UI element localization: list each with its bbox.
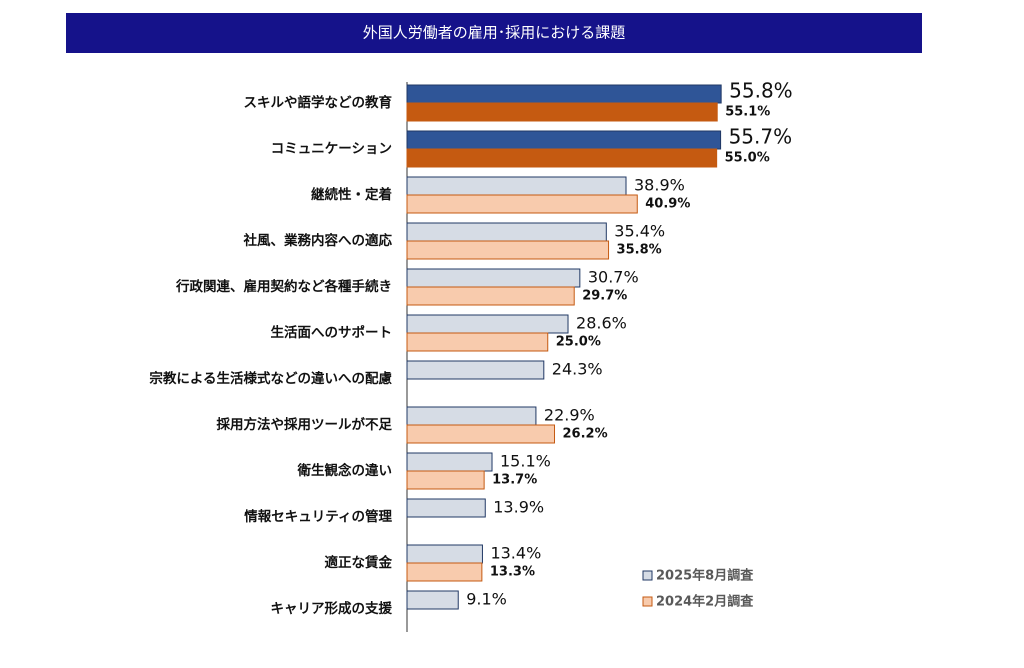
y-tick-label: 宗教による生活様式などの違いへの配慮 [149,370,392,387]
value-label: 15.1% [500,452,551,471]
y-tick-label: コミュニケーション [271,141,392,157]
bar [406,102,718,122]
value-label: 30.7% [588,268,639,287]
y-tick-label: 採用方法や採用ツールが不足 [217,416,393,433]
bar [406,314,569,334]
bar [406,424,556,444]
bar [406,286,575,306]
value-label: 55.8% [729,79,793,103]
bar [406,544,483,564]
legend-swatch [642,596,653,607]
value-label: 13.9% [493,498,544,517]
y-tick-label: 行政関連、雇用契約など各種手続き [175,278,392,295]
y-tick-label: 衛生観念の違い [297,462,393,479]
value-label: 29.7% [582,289,627,304]
legend-swatch [642,570,653,581]
bar [406,332,549,352]
bar [406,268,581,288]
bar [406,222,607,242]
value-label: 28.6% [576,314,627,333]
bar [406,562,483,582]
y-tick-label: 情報セキュリティの管理 [244,508,392,525]
bar [406,498,486,518]
bar [406,470,485,490]
value-label: 22.9% [544,406,595,425]
title-bar [66,13,922,53]
bar [406,176,627,196]
value-label: 26.2% [563,427,608,442]
value-label: 40.9% [645,197,690,212]
chart-title: 外国人労働者の雇用･採用における課題 [363,24,626,42]
legend-label: 2025年8月調査 [656,568,754,584]
y-tick-label: 継続性・定着 [311,186,392,203]
value-label: 9.1% [466,590,507,609]
bar [406,130,722,150]
bar [406,452,493,472]
bar [406,148,718,168]
y-tick-label: 社風、業務内容への適応 [243,232,393,249]
legend-label: 2024年2月調査 [656,594,754,610]
y-tick-label: 生活面へのサポート [271,324,393,341]
value-label: 25.0% [556,335,601,350]
value-label: 24.3% [552,360,603,379]
y-tick-label: スキルや語学などの教育 [244,94,393,111]
bar [406,406,537,426]
bar [406,590,459,610]
bar [406,84,722,104]
value-label: 13.4% [490,544,541,563]
value-label: 13.3% [490,565,535,580]
value-label: 55.0% [725,151,770,166]
value-label: 35.8% [617,243,662,258]
bar [406,240,610,260]
value-label: 13.7% [492,473,537,488]
y-tick-label: キャリア形成の支援 [271,600,393,617]
value-label: 55.7% [729,125,793,149]
value-label: 38.9% [634,176,685,195]
y-tick-label: 適正な賃金 [325,554,393,571]
value-label: 55.1% [725,105,770,120]
value-label: 35.4% [614,222,665,241]
bar [406,360,545,380]
bar [406,194,638,214]
